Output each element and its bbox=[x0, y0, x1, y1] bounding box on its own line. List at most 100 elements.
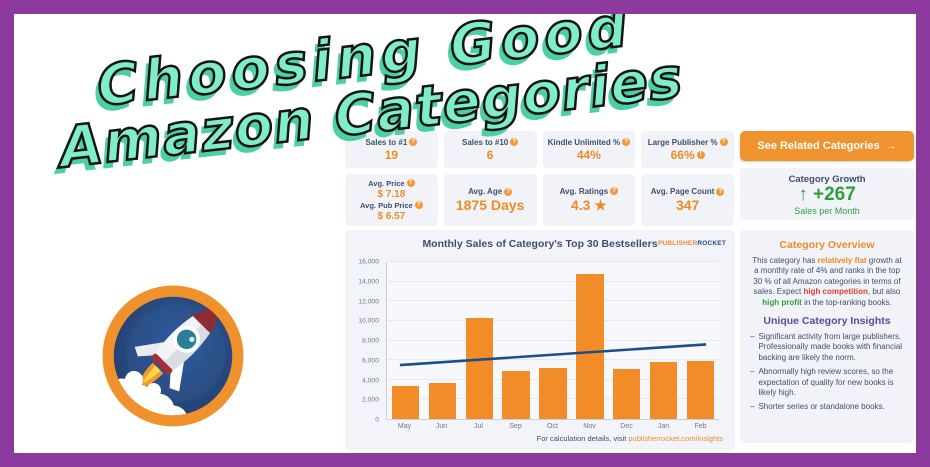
stat-value: 4.3 ★ bbox=[570, 196, 607, 213]
x-tick-label: Jun bbox=[435, 423, 448, 430]
overview-text: This category has bbox=[752, 256, 818, 265]
chart-title: Monthly Sales of Category's Top 30 Bests… bbox=[422, 238, 658, 250]
insight-text: Significant activity from large publishe… bbox=[758, 331, 903, 362]
bar-jun bbox=[428, 383, 456, 419]
stat-label: Sales to #1 bbox=[365, 137, 408, 147]
stat-value: 44% bbox=[576, 147, 601, 162]
publisher-rocket-logo bbox=[102, 285, 244, 427]
bar-slot bbox=[498, 262, 535, 419]
x-tick-label: May bbox=[397, 423, 412, 430]
stat-label: Avg. Ratings bbox=[559, 186, 609, 196]
x-tick-label: Jul bbox=[474, 423, 483, 430]
bar-slot bbox=[424, 262, 461, 419]
help-icon[interactable]: ? bbox=[716, 187, 725, 196]
help-icon[interactable]: ? bbox=[719, 138, 728, 146]
y-tick-label: 6,000 bbox=[361, 357, 379, 365]
stat-value: $ 7.18 bbox=[377, 188, 406, 200]
y-tick-label: 8,000 bbox=[361, 337, 379, 345]
y-tick-label: 16,000 bbox=[358, 258, 379, 266]
gridline bbox=[387, 261, 719, 262]
gridline bbox=[387, 319, 719, 321]
stat-card-avg-price: Avg. Price? $ 7.18 Avg. Pub Price? $ 6.5… bbox=[345, 174, 438, 226]
y-tick-label: 0 bbox=[375, 416, 379, 424]
x-tick-label: Jan bbox=[657, 423, 670, 430]
highlight-high-competition: high competition bbox=[803, 287, 868, 297]
overview-paragraph: This category has relatively flat growth… bbox=[750, 256, 904, 308]
bar-slot bbox=[461, 262, 498, 419]
stat-card-large-publisher: Large Publisher %? 66%! bbox=[641, 131, 734, 168]
bar-sep bbox=[502, 370, 530, 419]
bar-slot bbox=[645, 262, 682, 419]
y-tick-label: 4,000 bbox=[361, 377, 379, 384]
bar-dec bbox=[613, 368, 641, 419]
arrow-up-icon: ↑ bbox=[798, 184, 808, 205]
highlight-relatively-flat: relatively flat bbox=[817, 256, 867, 265]
gridline bbox=[387, 300, 719, 302]
stat-value: 1875 Days bbox=[455, 197, 525, 213]
trend-line-svg bbox=[399, 343, 707, 367]
dash-bullet: – bbox=[750, 331, 755, 341]
chart-y-axis: 0 2,000 4,000 6,000 8,000 10,000 12,000 14,000 1… bbox=[345, 258, 382, 424]
gridline bbox=[387, 359, 719, 361]
y-tick-label: 2,000 bbox=[361, 396, 379, 404]
brand-rocket: ROCKET bbox=[697, 240, 726, 247]
bar-slot bbox=[608, 262, 645, 419]
bar-slot bbox=[682, 262, 719, 419]
insights-link[interactable]: publisherrocket.com/insights bbox=[628, 434, 723, 443]
stat-card-kindle-unlimited: Kindle Unlimited %? 44% bbox=[542, 131, 636, 168]
stat-card-avg-page-count: Avg. Page Count? 347 bbox=[641, 174, 734, 226]
bar-oct bbox=[539, 367, 567, 419]
bar-slot bbox=[387, 262, 424, 419]
y-tick-label: 14,000 bbox=[358, 278, 379, 286]
see-related-categories-button[interactable]: See Related Categories → bbox=[740, 131, 914, 161]
chart-bars bbox=[387, 262, 719, 419]
bar-jan bbox=[650, 362, 678, 419]
chart-plot bbox=[386, 261, 719, 420]
overview-text: growth at a monthly rate of 4% and ranks… bbox=[753, 256, 902, 297]
growth-subtitle: Sales per Month bbox=[794, 205, 860, 216]
brand-publisher: PUBLISHER bbox=[657, 240, 698, 247]
stat-label: Large Publisher % bbox=[647, 137, 718, 147]
y-tick-label: 10,000 bbox=[358, 317, 379, 325]
stat-value: 6 bbox=[486, 147, 494, 162]
stat-card-sales-to-10: Sales to #10? 6 bbox=[443, 131, 537, 168]
x-tick-label: Oct bbox=[547, 423, 558, 430]
growth-value: +267 bbox=[812, 184, 856, 205]
stat-value: $ 6.57 bbox=[377, 210, 406, 222]
list-item: – Abnormally high review scores, so the e… bbox=[750, 367, 904, 398]
rocket-icon bbox=[134, 307, 219, 392]
bar-jul bbox=[465, 317, 493, 419]
help-icon[interactable]: ? bbox=[510, 138, 519, 146]
help-icon[interactable]: ? bbox=[610, 187, 619, 195]
insights-list: – Significant activity from large publish… bbox=[750, 332, 904, 413]
help-icon[interactable]: ? bbox=[414, 201, 423, 209]
publisher-rocket-wordmark: PUBLISHERROCKET bbox=[658, 240, 726, 247]
x-tick-label: Nov bbox=[583, 423, 596, 430]
y-tick-label: 12,000 bbox=[358, 298, 379, 305]
stat-card-avg-age: Avg. Age? 1875 Days bbox=[443, 174, 537, 226]
help-icon[interactable]: ? bbox=[504, 187, 513, 196]
stat-label: Avg. Pub Price bbox=[360, 200, 413, 210]
button-label: See Related Categories bbox=[757, 140, 880, 152]
insight-text: Abnormally high review scores, so the ex… bbox=[758, 367, 894, 397]
dash-bullet: – bbox=[750, 402, 755, 412]
footer-text: For calculation details, visit bbox=[536, 434, 629, 443]
x-tick-label: Feb bbox=[694, 423, 707, 430]
monthly-sales-chart-panel: Monthly Sales of Category's Top 30 Bests… bbox=[345, 230, 735, 450]
stat-value: 19 bbox=[384, 147, 399, 162]
chart-footer: For calculation details, visit publisher… bbox=[537, 434, 723, 443]
help-icon[interactable]: ? bbox=[622, 138, 631, 146]
stat-card-avg-ratings: Avg. Ratings? 4.3 ★ bbox=[542, 174, 636, 226]
help-icon[interactable]: ? bbox=[406, 179, 415, 187]
category-growth-title: Category Growth bbox=[788, 174, 866, 185]
insight-text: Shorter series or standalone books. bbox=[758, 402, 885, 412]
list-item: – Shorter series or standalone books. bbox=[750, 402, 904, 412]
stat-value: 347 bbox=[675, 197, 700, 213]
overview-text: in the top-ranking books. bbox=[801, 297, 892, 307]
trend-line bbox=[399, 343, 707, 367]
help-icon[interactable]: ? bbox=[409, 138, 418, 146]
highlight-high-profit: high profit bbox=[762, 297, 802, 307]
stat-label: Kindle Unlimited % bbox=[547, 137, 621, 147]
alert-icon[interactable]: ! bbox=[696, 150, 705, 159]
dash-bullet: – bbox=[750, 367, 755, 377]
